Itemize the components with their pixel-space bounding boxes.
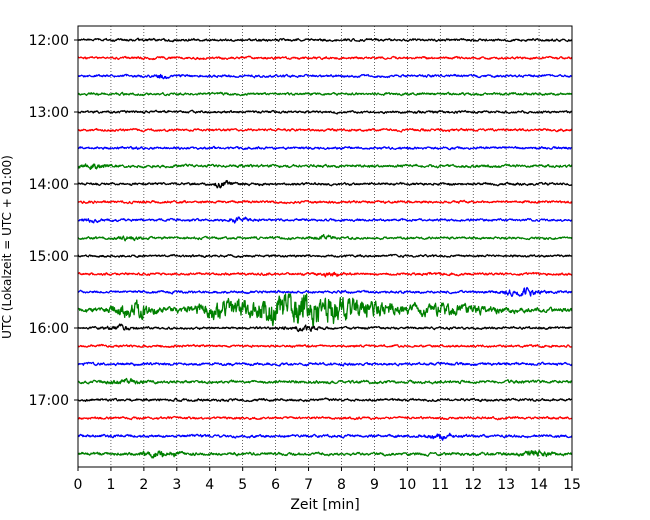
trace-line: [77, 293, 573, 327]
trace-line: [77, 91, 573, 97]
trace-line: [77, 271, 573, 278]
trace-line: [77, 179, 573, 189]
x-tick-label: 12: [464, 477, 482, 493]
x-tick-label: 5: [238, 477, 247, 493]
trace-line: [77, 37, 573, 43]
trace-line: [77, 233, 573, 242]
x-tick-label: 14: [530, 477, 548, 493]
trace-line: [77, 415, 573, 421]
trace-line: [77, 163, 573, 170]
x-tick-label: 0: [74, 477, 83, 493]
x-tick-label: 3: [172, 477, 181, 493]
trace-line: [77, 145, 573, 151]
x-tick-label: 11: [431, 477, 449, 493]
grid-lines: [110, 26, 540, 467]
y-tick-label: 16:00: [29, 321, 69, 337]
trace-line: [77, 397, 573, 403]
y-tick-label: 14:00: [29, 177, 69, 193]
y-axis-label: UTC (Lokalzeit = UTC + 01:00): [0, 155, 14, 339]
x-tick-label: 4: [205, 477, 214, 493]
x-tick-label: 2: [139, 477, 148, 493]
x-tick-label: 7: [304, 477, 313, 493]
seismogram-traces: [77, 37, 573, 459]
trace-line: [77, 199, 573, 205]
trace-line: [77, 449, 573, 459]
trace-line: [77, 323, 573, 333]
y-tick-label: 15:00: [29, 249, 69, 265]
x-tick-label: 1: [106, 477, 115, 493]
x-tick-label: 8: [337, 477, 346, 493]
y-tick-label: 12:00: [29, 33, 69, 49]
x-axis-label: Zeit [min]: [290, 497, 359, 513]
x-tick-label: 13: [497, 477, 515, 493]
trace-line: [77, 109, 573, 115]
x-tick-label: 6: [271, 477, 280, 493]
trace-line: [77, 286, 573, 297]
x-tick-label: 15: [563, 477, 581, 493]
trace-line: [77, 361, 573, 367]
trace-line: [77, 55, 573, 61]
trace-line: [77, 377, 573, 385]
trace-line: [77, 343, 573, 349]
x-tick-label: 10: [398, 477, 416, 493]
y-tick-label: 17:00: [29, 393, 69, 409]
trace-line: [77, 127, 573, 133]
trace-line: [77, 216, 573, 224]
x-tick-label: 9: [370, 477, 379, 493]
plot-frame: [77, 25, 573, 468]
x-axis: 0 1 2 3 4 5 6 7 8 9 10 11 12 13 14 15: [74, 467, 581, 493]
trace-line: [77, 73, 573, 80]
y-axis: 12:00 13:00 14:00 15:00 16:00 17:00: [29, 33, 78, 409]
trace-line: [77, 253, 573, 258]
y-tick-label: 13:00: [29, 105, 69, 121]
trace-line: [77, 432, 573, 441]
